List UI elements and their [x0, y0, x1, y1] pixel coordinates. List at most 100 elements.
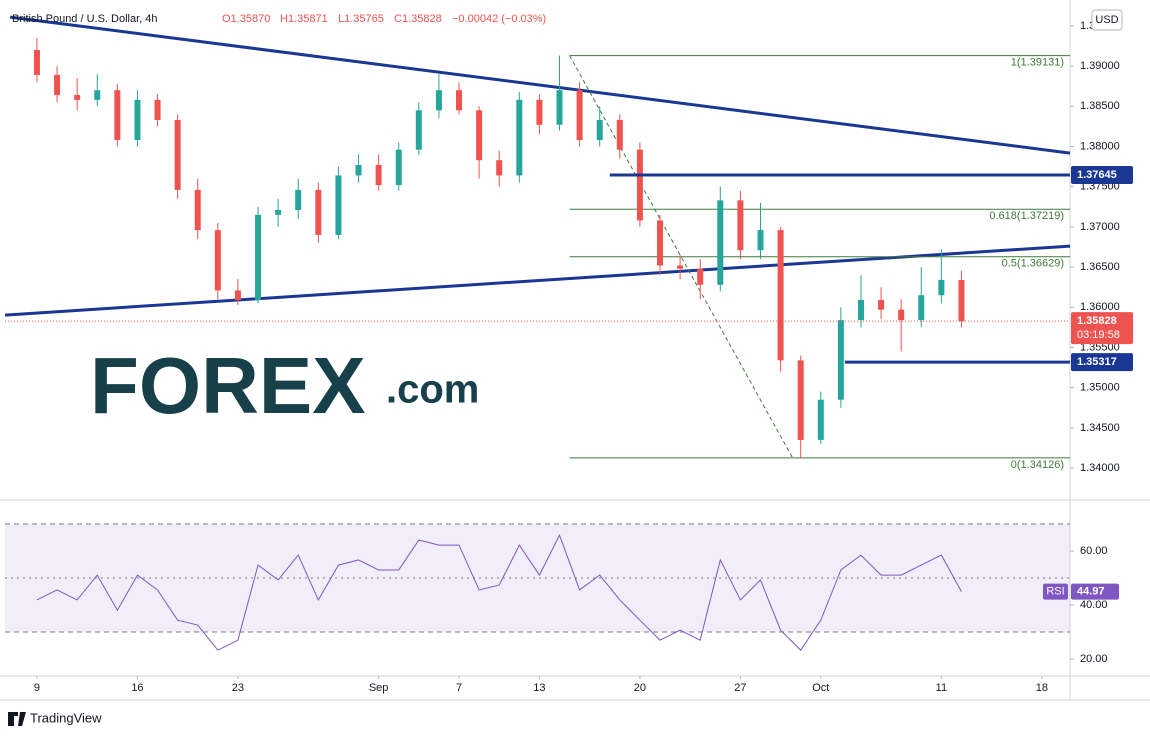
candle-body	[194, 189, 201, 231]
ohlc-close: C1.35828	[394, 13, 442, 25]
candle-body	[94, 90, 101, 100]
fib-label: 1(1.39131)	[1011, 56, 1064, 68]
x-tick-label: 16	[131, 682, 143, 694]
y-tick-label: 1.38000	[1080, 140, 1120, 152]
fib-label: 0.5(1.36629)	[1002, 258, 1064, 270]
candle-body	[797, 360, 804, 440]
rsi-name-tag	[1043, 583, 1068, 600]
x-tick-label: 7	[456, 682, 462, 694]
x-tick-label: Oct	[812, 682, 829, 694]
level-tag-label: 1.37645	[1077, 169, 1117, 181]
candle-body	[918, 295, 925, 321]
candle-body	[435, 90, 442, 111]
candle-body	[355, 164, 362, 176]
candle-body	[697, 268, 704, 285]
x-tick-label: 23	[232, 682, 244, 694]
rsi-name: RSI	[1046, 586, 1064, 598]
candle-body	[576, 90, 583, 141]
level-tag	[1071, 166, 1133, 185]
candle-body	[817, 399, 824, 440]
countdown: 03:19:58	[1077, 329, 1120, 341]
candle-body	[777, 230, 784, 361]
tradingview-icon	[8, 712, 26, 726]
y-tick-label: 1.34500	[1080, 422, 1120, 434]
candle-body	[496, 160, 503, 176]
candle-body	[315, 189, 322, 235]
ohlc-high: H1.35871	[280, 13, 328, 25]
level-tag	[1071, 353, 1133, 372]
level-tag-label: 1.35317	[1077, 356, 1117, 368]
footer-brand[interactable]: TradingView	[30, 710, 102, 725]
ohlc-change: −0.00042 (−0.03%)	[452, 13, 546, 25]
candle-body	[476, 110, 483, 161]
currency[interactable]: USD	[1095, 14, 1118, 26]
candle-body	[234, 290, 241, 301]
x-tick-label: 18	[1036, 682, 1048, 694]
y-tick-label: 1.36000	[1080, 301, 1120, 313]
currency-box[interactable]	[1091, 9, 1123, 31]
y-tick-label: 1.38500	[1080, 100, 1120, 112]
ohlc-low: L1.35765	[338, 13, 384, 25]
y-tick-label: 60.00	[1080, 545, 1108, 557]
x-tick-label: 9	[34, 682, 40, 694]
rsi-value-label: 44.97	[1077, 586, 1105, 598]
candle-body	[335, 175, 342, 235]
candle-body	[878, 300, 885, 310]
candle-body	[214, 230, 221, 291]
fib-label: 0.618(1.37219)	[989, 210, 1064, 222]
trend-line	[9, 15, 1071, 155]
candle-body	[857, 300, 864, 321]
candle-body	[596, 119, 603, 141]
x-tick-label: Sep	[369, 682, 389, 694]
last-price-tag	[1071, 312, 1133, 345]
x-tick-label: 11	[936, 682, 947, 694]
rsi-line	[36, 533, 962, 651]
y-tick-label: 1.34000	[1080, 462, 1120, 474]
candle-body	[456, 90, 463, 111]
candle-body	[74, 95, 81, 100]
trend-line	[4, 244, 1071, 317]
logo-brand: FOREX	[90, 341, 366, 430]
ohlc-open: O1.35870	[222, 13, 270, 25]
candle-body	[536, 99, 543, 125]
rsi-band-fill	[5, 524, 1070, 633]
candle-body	[938, 279, 945, 296]
candle-body	[958, 279, 965, 322]
candle-body	[255, 214, 262, 301]
y-tick-label: 1.39000	[1080, 60, 1120, 72]
x-tick-label: 20	[634, 682, 646, 694]
candle-body	[656, 220, 663, 266]
candle-body	[275, 210, 282, 215]
y-tick-label: 1.37000	[1080, 221, 1120, 233]
candle-body	[54, 74, 61, 96]
candle-body	[395, 149, 402, 186]
candle-body	[33, 50, 40, 75]
candle-body	[737, 200, 744, 251]
plot: 1.34000 1.34500 1.35000 1.35500 1.36000 1.365…	[4, 15, 1133, 694]
candle-body	[134, 99, 141, 141]
y-tick-label: 1.35500	[1080, 341, 1120, 353]
rsi-value-tag	[1071, 583, 1119, 600]
candle-body	[415, 110, 422, 150]
candle-body	[616, 119, 623, 150]
candle-body	[757, 230, 764, 251]
candle-body	[717, 200, 724, 285]
candle-body	[516, 99, 523, 176]
y-tick-label: 1.35000	[1080, 382, 1120, 394]
candle-body	[154, 99, 161, 120]
fib-label: 0(1.34126)	[1011, 459, 1064, 471]
y-tick-label: 1.36500	[1080, 261, 1120, 273]
y-tick-label: 40.00	[1080, 599, 1108, 611]
candle-body	[837, 320, 844, 400]
candle-body	[114, 90, 121, 141]
candle-body	[677, 265, 684, 269]
y-tick-label: 20.00	[1080, 653, 1108, 665]
x-tick-label: 13	[533, 682, 545, 694]
candle-body	[174, 119, 181, 190]
symbol: British Pound / U.S. Dollar, 4h	[12, 13, 158, 25]
candle-body	[556, 90, 563, 125]
x-tick-label: 27	[734, 682, 746, 694]
